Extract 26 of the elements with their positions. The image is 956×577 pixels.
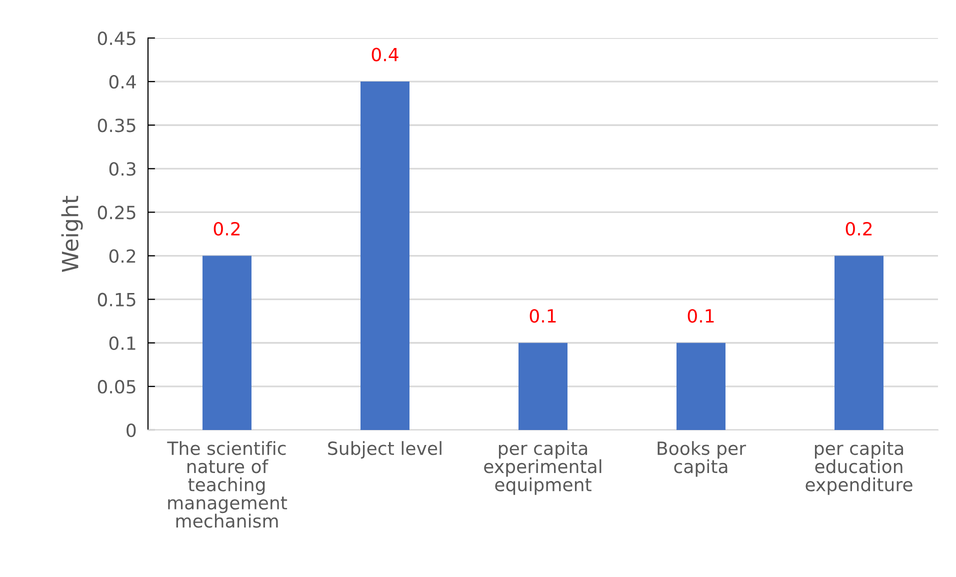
- y-tick-label: 0.2: [109, 249, 136, 263]
- y-tick-label: 0.15: [98, 292, 136, 306]
- bar: [834, 256, 884, 430]
- x-tick-label: The scientific nature of teaching management mechanism: [167, 441, 288, 528]
- data-label: 0.2: [214, 222, 240, 236]
- y-tick-label: 0.05: [98, 380, 136, 394]
- data-label: 0.4: [372, 48, 398, 62]
- data-label: 0.1: [688, 309, 714, 323]
- x-tick-label: Subject level: [328, 441, 442, 459]
- y-tick-label: 0.1: [109, 336, 136, 350]
- x-tick-label: Books per capita: [658, 441, 746, 477]
- bar: [518, 342, 568, 430]
- bar: [202, 256, 252, 430]
- x-tick-label: per capita experimental equipment: [484, 441, 602, 495]
- bar: [360, 82, 410, 430]
- y-tick-label: 0.3: [109, 162, 136, 176]
- y-tick-label: 0.25: [98, 206, 136, 220]
- y-tick-label: 0: [126, 423, 136, 438]
- y-tick-label: 0.45: [98, 31, 136, 46]
- y-tick-label: 0.35: [98, 118, 136, 132]
- y-axis-title: Weight: [61, 196, 83, 272]
- x-tick-label: per capita education expenditure: [806, 441, 912, 495]
- bar: [676, 342, 726, 430]
- data-label: 0.2: [846, 222, 872, 236]
- data-label: 0.1: [530, 309, 556, 323]
- y-tick-label: 0.4: [109, 75, 136, 89]
